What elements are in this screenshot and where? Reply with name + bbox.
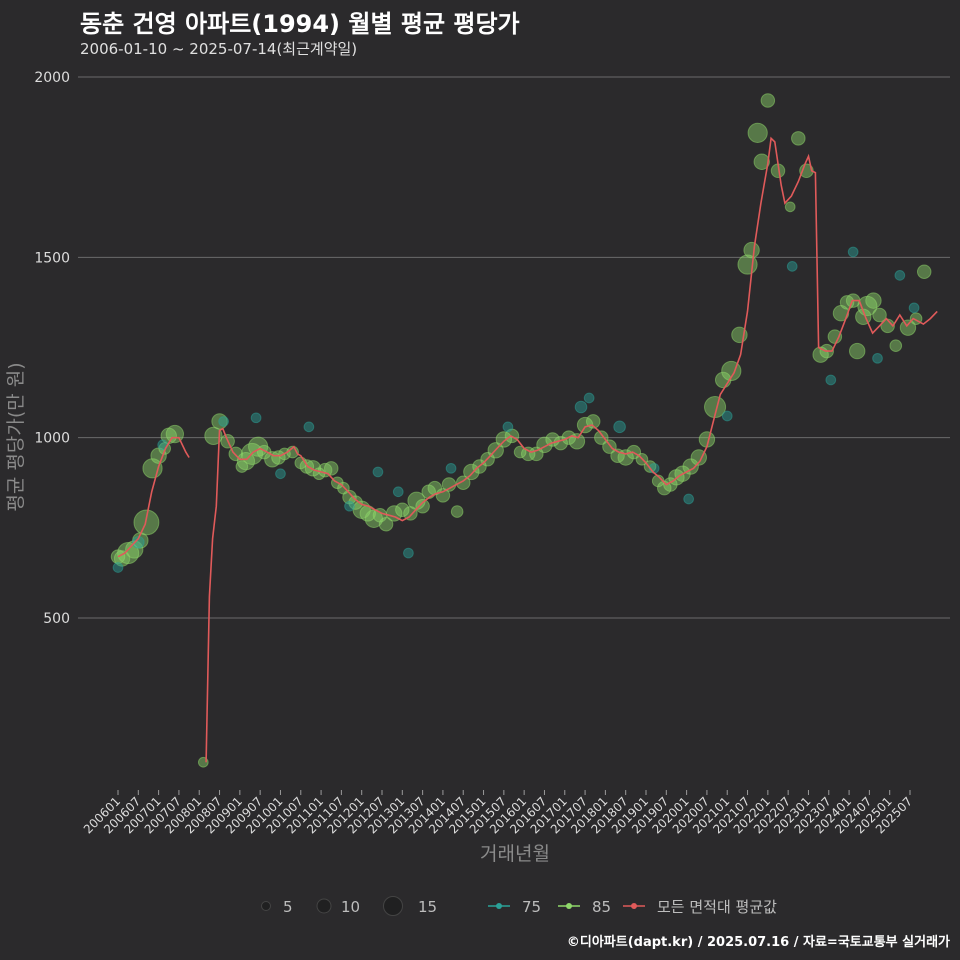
bubble-point (690, 449, 707, 466)
legend-series-label: 85 (592, 898, 611, 916)
legend-size-circle (261, 901, 271, 911)
bubble-point (825, 374, 837, 386)
y-tick-label: 1000 (34, 431, 70, 447)
bubble-point (889, 339, 903, 352)
bubble-point (125, 540, 144, 559)
bubble-point (760, 93, 776, 108)
bubble-point (786, 261, 798, 272)
legend-size-circle (316, 898, 332, 914)
bubble-point (894, 270, 906, 281)
x-axis-ticks: 2006012006072007012007072008012008072009… (81, 790, 915, 837)
bubble-point (743, 241, 760, 259)
legend-size-label: 5 (283, 898, 293, 916)
y-axis-ticks: 500 1000 1500 2000 (34, 70, 70, 627)
bubble-point (849, 342, 866, 360)
bubble-point (132, 535, 145, 549)
bubble-point (385, 505, 403, 522)
bubble-points (110, 93, 932, 768)
bubble-point (791, 131, 806, 146)
source-caption: ©디아파트(dapt.kr) / 2025.07.16 / 자료=국토교통부 실… (566, 935, 950, 950)
bubble-point (372, 466, 384, 478)
bubble-point (583, 392, 595, 404)
bubble-point (520, 446, 536, 462)
bubble-point (847, 246, 859, 258)
chart-subtitle: 2006-01-10 ~ 2025-07-14(최근계약일) (80, 40, 358, 58)
average-line (117, 136, 938, 763)
bubble-point (378, 516, 394, 532)
legend-size-label: 15 (418, 898, 437, 916)
y-axis-label: 평균 평당가(만 원) (5, 362, 27, 511)
chart-title: 동춘 건영 아파트(1994) 월별 평균 평당가 (80, 10, 520, 38)
legend-series-dot (631, 903, 637, 909)
bubble-point (218, 416, 229, 427)
bubble-point (450, 505, 464, 518)
legend-series-label: 75 (522, 898, 541, 916)
bubble-point (865, 292, 882, 309)
bubble-point (204, 426, 223, 446)
bubble-point (872, 307, 887, 323)
bubble-point (899, 319, 917, 336)
bubble-point (784, 201, 796, 213)
bubble-point (495, 431, 513, 448)
bubble-point (211, 413, 228, 430)
bubble-point (415, 498, 430, 514)
bubble-point (502, 421, 514, 433)
legend-series-dot (496, 903, 502, 909)
bubble-point (455, 475, 471, 490)
bubble-point (721, 410, 733, 422)
bubble-point (753, 153, 770, 170)
bubble-point (323, 461, 339, 476)
legend-series-dot (566, 903, 572, 909)
bubble-point (392, 486, 404, 498)
y-tick-label: 1500 (34, 250, 70, 266)
bubble-point (682, 458, 699, 475)
bubble-point (445, 462, 457, 474)
bubble-point (344, 500, 355, 512)
bubble-point (574, 400, 588, 414)
bubble-point (602, 439, 617, 454)
bubble-point (594, 430, 609, 445)
legend-series-label: 모든 면적대 평균값 (657, 898, 777, 916)
y-tick-label: 500 (43, 611, 70, 627)
legend: 5 10 15 75 85 모든 면적대 평균값 (261, 896, 777, 916)
bubble-point (303, 421, 315, 433)
y-tick-label: 2000 (34, 70, 70, 86)
bubble-point (747, 122, 768, 144)
bubble-point (395, 502, 410, 518)
bubble-point (348, 495, 363, 510)
average-line-path (117, 436, 190, 558)
bubble-point (683, 493, 694, 505)
legend-size-circle (383, 896, 403, 916)
bubble-point (908, 302, 920, 314)
bubble-point (916, 264, 932, 280)
bubble-point (250, 412, 262, 424)
bubble-point (112, 562, 124, 573)
bubble-point (463, 463, 480, 481)
bubble-point (342, 489, 357, 505)
bubble-point (872, 352, 883, 364)
bubble-point (403, 547, 414, 559)
average-line-path (205, 136, 938, 763)
bubble-point (613, 420, 626, 434)
legend-size-label: 10 (341, 898, 360, 916)
bubble-point (133, 509, 160, 536)
bubble-point (275, 468, 286, 480)
x-axis-label: 거래년월 (480, 843, 550, 865)
bubble-point (545, 432, 560, 447)
bubble-point (568, 433, 586, 450)
